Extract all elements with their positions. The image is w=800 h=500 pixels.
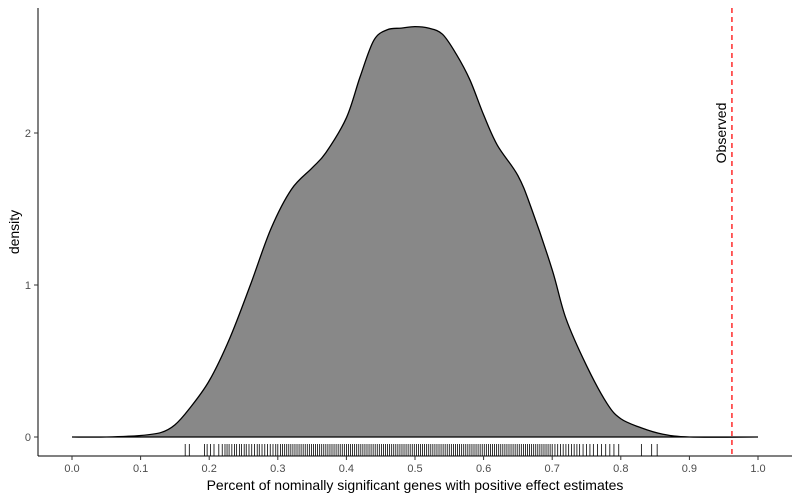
plot-area [71, 25, 759, 438]
x-tick-label: 0.4 [339, 463, 354, 475]
rug-marks [184, 444, 658, 456]
y-tick-label: 0 [25, 432, 31, 444]
reference-line-group: Observed [713, 8, 733, 456]
x-tick-label: 0.1 [133, 463, 148, 475]
x-tick-label: 0.3 [270, 463, 285, 475]
x-tick-label: 0.6 [476, 463, 491, 475]
y-axis-title: density [6, 210, 22, 254]
y-tick-label: 2 [25, 128, 31, 140]
x-tick-label: 1.0 [750, 463, 765, 475]
y-tick-label: 1 [25, 280, 31, 292]
x-tick-label: 0.9 [682, 463, 697, 475]
observed-label: Observed [713, 103, 729, 164]
tick-marks: 0.0 0.1 0.2 0.3 0.4 0.5 0.6 0.7 0.8 0.9 1.0 0 1 2 [25, 128, 766, 475]
x-tick-label: 0.5 [407, 463, 422, 475]
density-area [71, 25, 759, 438]
x-tick-label: 0.0 [64, 463, 79, 475]
x-tick-label: 0.7 [545, 463, 560, 475]
x-tick-label: 0.8 [613, 463, 628, 475]
x-axis-title: Percent of nominally significant genes w… [207, 477, 624, 493]
x-tick-label: 0.2 [202, 463, 217, 475]
